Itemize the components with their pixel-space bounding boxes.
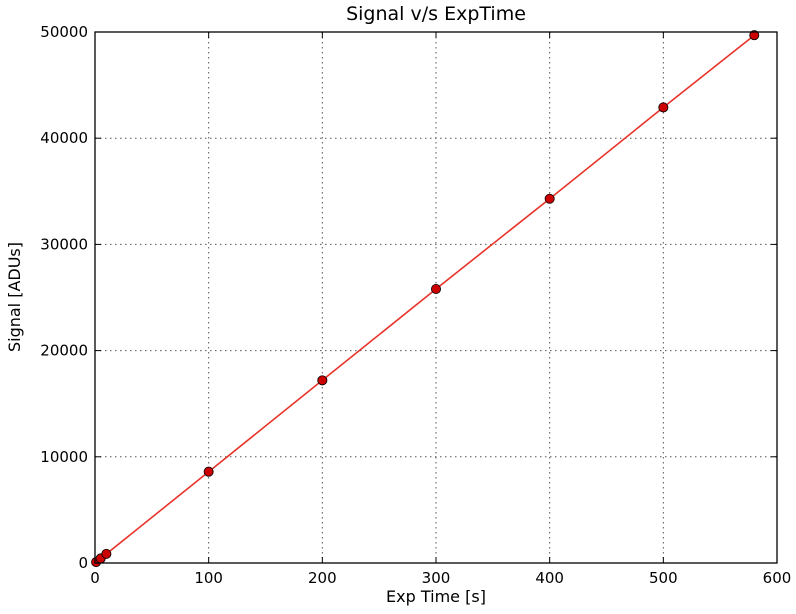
data-point bbox=[101, 548, 112, 559]
grid-layer bbox=[95, 32, 777, 563]
x-tick-label: 400 bbox=[535, 569, 564, 587]
x-tick-label: 100 bbox=[194, 569, 223, 587]
y-tick-label: 30000 bbox=[40, 235, 88, 253]
ticks-layer: 0 100 200 300 400 500 600 0 10000 20000 30000 40000… bbox=[40, 23, 791, 587]
data-point bbox=[430, 284, 441, 295]
x-tick-label: 0 bbox=[90, 569, 100, 587]
series-line bbox=[95, 34, 755, 563]
y-tick-label: 10000 bbox=[40, 448, 88, 466]
data-point bbox=[544, 193, 555, 204]
data-point bbox=[658, 102, 669, 113]
series-layer bbox=[91, 30, 760, 568]
x-tick-label: 500 bbox=[649, 569, 678, 587]
x-axis-label: Exp Time [s] bbox=[386, 587, 486, 606]
y-tick-label: 0 bbox=[78, 554, 88, 572]
y-tick-label: 20000 bbox=[40, 342, 88, 360]
x-tick-label: 600 bbox=[763, 569, 792, 587]
data-point bbox=[317, 375, 328, 386]
y-tick-label: 40000 bbox=[40, 129, 88, 147]
y-tick-label: 50000 bbox=[40, 23, 88, 41]
x-tick-label: 300 bbox=[422, 569, 451, 587]
y-axis-label: Signal [ADUs] bbox=[5, 242, 24, 352]
x-tick-label: 200 bbox=[308, 569, 337, 587]
chart-title: Signal v/s ExpTime bbox=[346, 3, 526, 25]
data-point bbox=[749, 30, 760, 41]
data-point bbox=[203, 466, 214, 477]
